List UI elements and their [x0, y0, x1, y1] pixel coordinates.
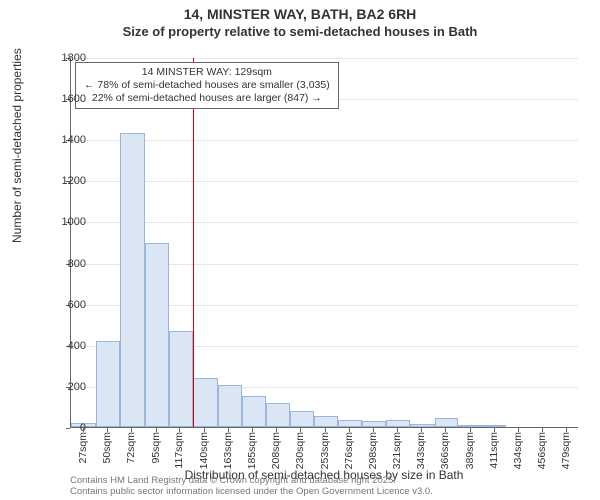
histogram-bar	[193, 378, 218, 427]
histogram-bar	[96, 341, 121, 427]
histogram-bar	[218, 385, 243, 427]
histogram-bar	[362, 421, 387, 427]
histogram-bar	[410, 424, 435, 427]
footer-line2: Contains public sector information licen…	[70, 487, 433, 498]
chart-title-block: 14, MINSTER WAY, BATH, BA2 6RH Size of p…	[0, 0, 600, 39]
xtick-label: 321sqm	[391, 432, 403, 469]
histogram-bar	[386, 420, 410, 427]
xtick-label: 389sqm	[464, 432, 476, 469]
annotation-box: 14 MINSTER WAY: 129sqm ← 78% of semi-det…	[75, 62, 339, 109]
xtick-label: 366sqm	[439, 432, 451, 469]
footer-attribution: Contains HM Land Registry data © Crown c…	[70, 476, 433, 498]
histogram-bar	[458, 425, 483, 427]
ytick-label: 1000	[46, 216, 86, 228]
histogram-bar	[435, 418, 459, 427]
xtick-label: 276sqm	[343, 432, 355, 469]
xtick-label: 253sqm	[319, 432, 331, 469]
xtick-label: 72sqm	[125, 432, 137, 464]
ytick-label: 600	[46, 299, 86, 311]
reference-line	[193, 58, 194, 427]
xtick-label: 456sqm	[536, 432, 548, 469]
y-axis-label: Number of semi-detached properties	[10, 48, 24, 243]
xtick-label: 230sqm	[294, 432, 306, 469]
xtick-label: 140sqm	[198, 432, 210, 469]
ytick-label: 1400	[46, 134, 86, 146]
xtick-label: 117sqm	[173, 432, 185, 469]
histogram-bar	[338, 420, 362, 427]
annotation-line2: ← 78% of semi-detached houses are smalle…	[84, 79, 330, 92]
histogram-bar	[314, 416, 339, 427]
xtick-label: 434sqm	[512, 432, 524, 469]
histogram-bar	[242, 396, 266, 427]
xtick-label: 185sqm	[246, 432, 258, 469]
chart-title-line2: Size of property relative to semi-detach…	[0, 24, 600, 39]
histogram-bars	[71, 58, 578, 427]
ytick-label: 1200	[46, 175, 86, 187]
histogram-bar	[169, 331, 193, 427]
xtick-label: 208sqm	[270, 432, 282, 469]
histogram-bar	[290, 411, 314, 427]
xtick-label: 343sqm	[415, 432, 427, 469]
xtick-label: 50sqm	[101, 432, 113, 464]
annotation-line3: 22% of semi-detached houses are larger (…	[84, 92, 330, 105]
histogram-bar	[266, 403, 291, 427]
xtick-label: 27sqm	[77, 432, 89, 464]
ytick-label: 1600	[46, 93, 86, 105]
ytick-label: 200	[46, 381, 86, 393]
ytick-label: 1800	[46, 52, 86, 64]
histogram-bar	[120, 133, 145, 427]
ytick-label: 400	[46, 340, 86, 352]
ytick-label: 800	[46, 258, 86, 270]
chart-title-line1: 14, MINSTER WAY, BATH, BA2 6RH	[0, 6, 600, 22]
xtick-label: 298sqm	[367, 432, 379, 469]
annotation-line1: 14 MINSTER WAY: 129sqm	[84, 66, 330, 79]
xtick-label: 95sqm	[150, 432, 162, 464]
histogram-bar	[483, 425, 507, 427]
histogram-bar	[145, 243, 170, 427]
xtick-label: 163sqm	[222, 432, 234, 469]
plot-area: 14 MINSTER WAY: 129sqm ← 78% of semi-det…	[70, 58, 578, 428]
xtick-label: 479sqm	[560, 432, 572, 469]
xtick-label: 411sqm	[488, 432, 500, 469]
